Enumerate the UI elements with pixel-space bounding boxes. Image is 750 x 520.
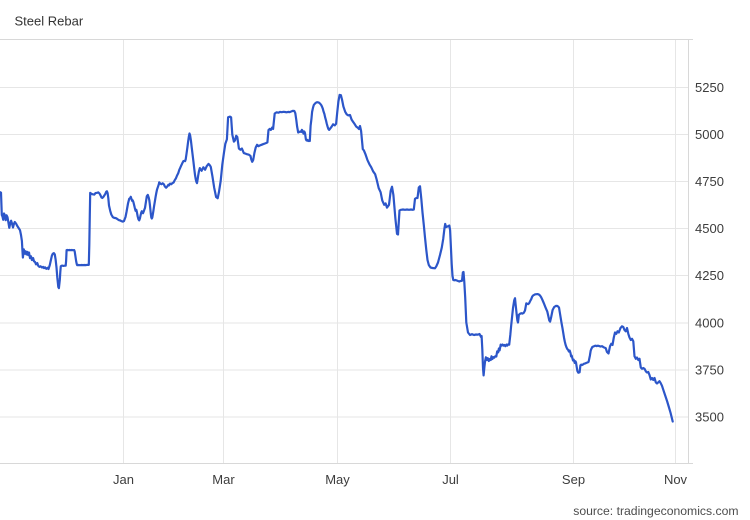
- svg-text:Nov: Nov: [664, 472, 688, 487]
- svg-text:3750: 3750: [695, 363, 724, 378]
- svg-text:Jan: Jan: [113, 472, 134, 487]
- svg-text:5250: 5250: [695, 80, 724, 95]
- svg-text:4750: 4750: [695, 174, 724, 189]
- svg-text:Steel Rebar: Steel Rebar: [15, 14, 84, 29]
- svg-text:Sep: Sep: [562, 472, 585, 487]
- svg-text:4500: 4500: [695, 221, 724, 236]
- svg-text:Mar: Mar: [212, 472, 235, 487]
- svg-text:Jul: Jul: [442, 472, 459, 487]
- svg-text:4250: 4250: [695, 268, 724, 283]
- svg-text:5000: 5000: [695, 127, 724, 142]
- svg-text:3500: 3500: [695, 410, 724, 425]
- svg-text:4000: 4000: [695, 316, 724, 331]
- svg-text:May: May: [325, 472, 350, 487]
- svg-text:source: tradingeconomics.com: source: tradingeconomics.com: [573, 504, 738, 518]
